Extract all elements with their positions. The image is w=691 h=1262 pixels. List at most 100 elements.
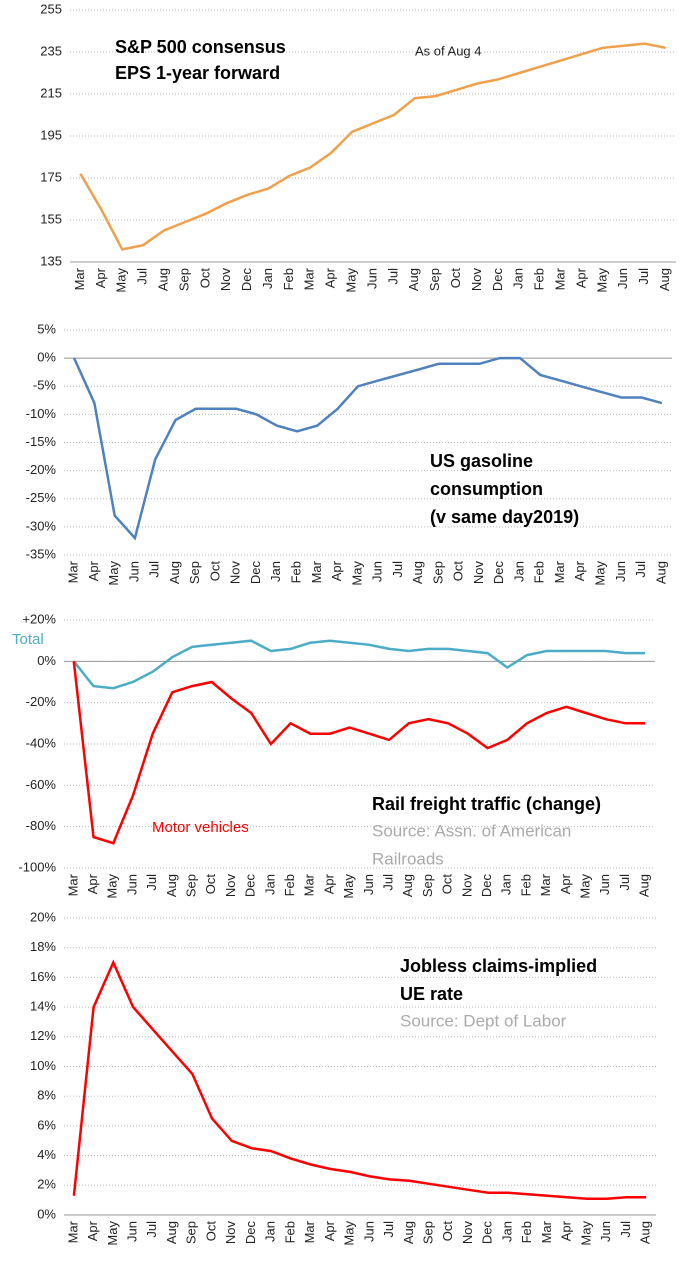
y-tick-label: -20% [26,694,57,709]
x-tick-label: Feb [518,874,533,896]
y-tick-label: -30% [26,518,57,533]
y-tick-label: 195 [40,127,62,142]
x-tick-label: Aug [167,561,182,584]
y-tick-label: 135 [40,253,62,268]
x-tick-label: Jan [499,1221,514,1242]
annotation: As of Aug 4 [415,43,482,58]
x-tick-label: Apr [329,560,344,581]
y-tick-label: -15% [26,434,57,449]
data-line [72,959,647,1200]
series-label: Total [12,631,44,648]
x-tick-label: Jun [597,874,612,895]
x-tick-label: Jul [381,1221,396,1238]
x-tick-label: Dec [480,1221,495,1245]
x-tick-label: Apr [322,1220,337,1241]
x-tick-label: Jul [135,268,150,285]
x-tick-label: Aug [406,268,421,291]
x-tick-label: Sep [430,561,445,584]
x-tick-label: Apr [323,267,338,288]
x-tick-label: Mar [538,873,553,896]
y-tick-label: -25% [26,490,57,505]
x-tick-label: Mar [72,267,87,290]
x-tick-label: Mar [302,1220,317,1243]
y-tick-label: 0% [37,1206,56,1221]
x-tick-label: Mar [309,560,324,583]
x-tick-label: Apr [85,873,100,894]
x-tick-label: Apr [86,560,101,581]
x-tick-label: Aug [155,268,170,291]
y-tick-label: -40% [26,735,57,750]
y-tick-label: 6% [37,1117,56,1132]
x-tick-label: Jul [636,268,651,285]
x-tick-label: Sep [421,1221,436,1244]
x-tick-label: Jan [263,1221,278,1242]
x-tick-label: Jan [511,561,526,582]
x-tick-label: Oct [203,1221,218,1242]
x-tick-label: Dec [491,561,506,585]
chart-title: US gasoline [430,451,533,471]
y-tick-label: 20% [30,909,56,924]
chart-title: (v same day2019) [430,507,579,527]
x-tick-label: Jan [268,561,283,582]
y-tick-label: -100% [18,859,56,874]
x-tick-label: Feb [282,874,297,896]
x-tick-label: May [114,268,129,293]
x-tick-label: Feb [289,561,304,583]
x-tick-label: Jan [262,874,277,895]
x-tick-label: May [344,268,359,293]
x-tick-label: Jun [361,874,376,895]
x-tick-label: Sep [183,874,198,897]
x-tick-label: Jan [511,268,526,289]
x-tick-label: Mar [302,267,317,290]
x-tick-label: May [593,561,608,586]
y-tick-label: 0% [37,350,56,365]
chart-title: Jobless claims-implied [400,956,597,976]
y-tick-label: -80% [26,818,57,833]
y-tick-label: 18% [30,939,56,954]
x-tick-label: Jul [144,1221,159,1238]
data-line [72,356,663,541]
x-tick-label: Nov [460,1221,475,1245]
x-tick-label: Nov [218,268,233,292]
chart-title: consumption [430,479,543,499]
x-tick-label: Mar [539,1220,554,1243]
y-tick-label: +20% [22,611,56,626]
y-tick-label: 8% [37,1088,56,1103]
x-tick-label: Nov [223,874,238,898]
x-tick-label: Nov [471,561,486,585]
y-tick-label: -20% [26,462,57,477]
y-tick-label: -35% [26,546,57,561]
x-tick-label: Apr [321,873,336,894]
source: Railroads [372,849,444,868]
source: Source: Assn. of American [372,821,571,840]
source: Source: Dept of Labor [400,1011,567,1030]
x-tick-label: Jun [364,268,379,289]
x-tick-label: Oct [440,874,455,895]
chart-title: EPS 1-year forward [115,63,280,83]
x-tick-label: Jul [390,561,405,578]
x-tick-label: Apr [559,1220,574,1241]
x-tick-label: Dec [490,268,505,292]
x-tick-label: Aug [164,874,179,897]
x-tick-label: Jun [370,561,385,582]
x-tick-label: Dec [479,874,494,898]
x-tick-label: Jan [499,874,514,895]
y-tick-label: 5% [37,321,56,336]
x-tick-label: Sep [184,1221,199,1244]
x-tick-label: Dec [239,268,254,292]
x-tick-label: Dec [243,1221,258,1245]
y-tick-label: 255 [40,1,62,16]
x-tick-label: Mar [553,267,568,290]
x-tick-label: Sep [427,268,442,291]
x-tick-label: May [105,1221,120,1246]
x-tick-label: Aug [400,874,415,897]
x-tick-label: Dec [243,874,258,898]
x-tick-label: May [342,1221,357,1246]
x-tick-label: Jul [618,1221,633,1238]
y-tick-label: 175 [40,169,62,184]
y-tick-label: 2% [37,1177,56,1192]
x-tick-label: Jul [144,874,159,891]
x-tick-label: Oct [448,268,463,289]
x-tick-label: Apr [558,873,573,894]
x-tick-label: Jun [598,1221,613,1242]
